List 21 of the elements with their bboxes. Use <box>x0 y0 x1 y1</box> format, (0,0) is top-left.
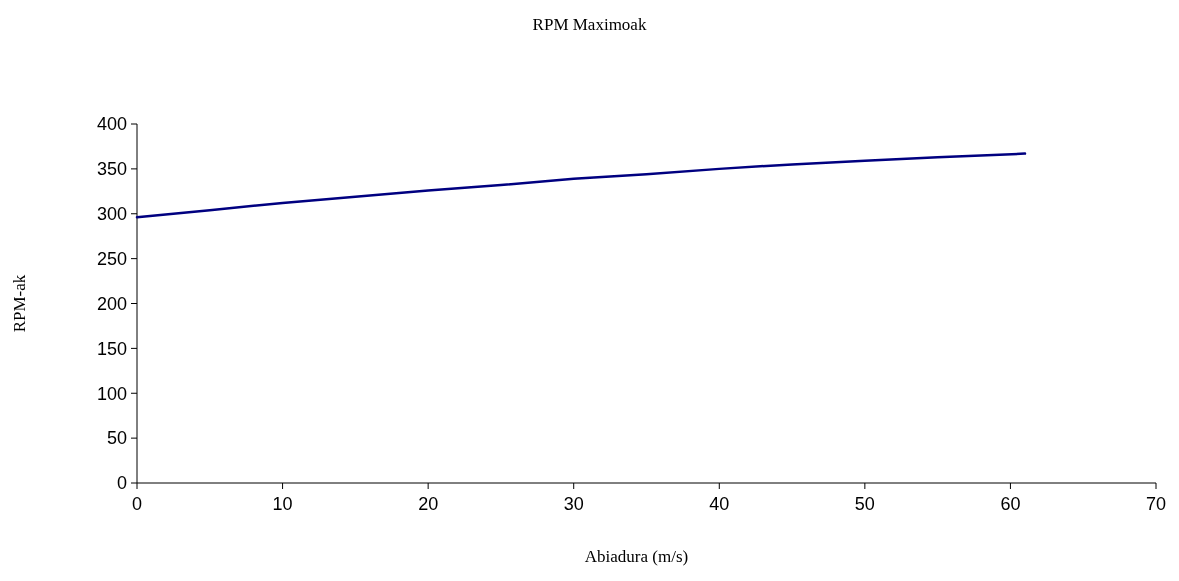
x-tick-label: 50 <box>854 494 875 514</box>
x-axis-title: Abiadura (m/s) <box>584 547 689 566</box>
y-tick-label: 0 <box>116 473 127 494</box>
y-tick-label: 400 <box>96 114 127 135</box>
chart-title: RPM Maximoak <box>532 15 647 34</box>
x-tick-label: 20 <box>418 494 439 514</box>
y-axis-title: RPM-ak <box>10 274 29 333</box>
x-tick-label: 10 <box>272 494 293 514</box>
x-tick-label: 0 <box>131 494 143 514</box>
y-tick-label: 200 <box>96 293 127 314</box>
y-tick-label: 150 <box>96 338 127 359</box>
x-tick-label: 40 <box>709 494 730 514</box>
x-tick-label: 60 <box>1000 494 1021 514</box>
y-tick-label: 50 <box>106 428 127 449</box>
x-tick-label: 70 <box>1145 494 1167 514</box>
line-series <box>135 152 1027 219</box>
x-tick-label: 30 <box>563 494 584 514</box>
y-tick-label: 250 <box>96 248 127 269</box>
y-tick-label: 300 <box>96 204 127 225</box>
y-tick-label: 350 <box>96 159 127 180</box>
y-tick-label: 100 <box>96 383 127 404</box>
